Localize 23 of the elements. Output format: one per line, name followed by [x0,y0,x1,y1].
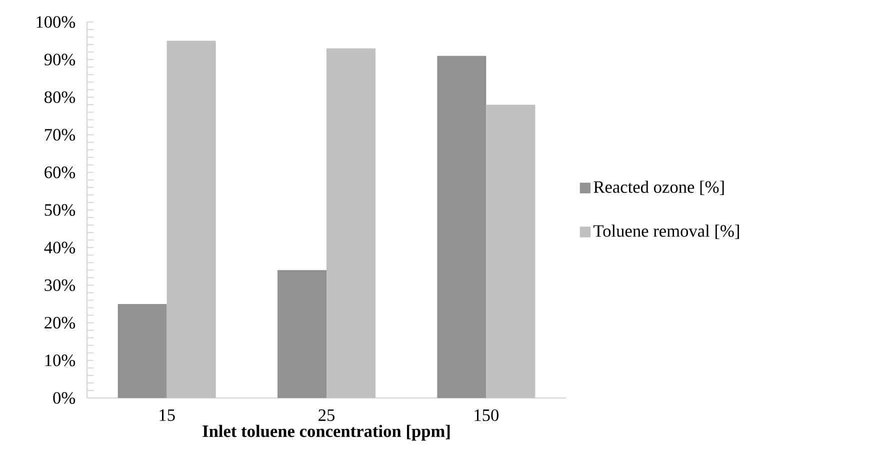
y-tick-label: 10% [45,354,76,366]
x-axis-title: Inlet toluene concentration [ppm] [202,424,450,441]
y-tick-label: 80% [44,91,76,104]
y-tick-label: 50% [44,204,76,216]
legend-label: Reacted ozone [%] [594,180,724,196]
bar [278,270,326,398]
y-tick-label: 70% [45,128,76,141]
bar [437,56,486,398]
x-tick-label: 150 [474,409,499,422]
y-tick-label: 40% [44,242,76,254]
bar [118,304,167,398]
y-tick-label: 30% [44,279,76,292]
y-tick-label: 90% [44,54,76,66]
y-tick-label: 60% [44,166,76,178]
x-tick-label: 15 [160,409,175,421]
bar [326,48,376,398]
bar [166,40,216,398]
y-tick-label: 100% [36,16,76,28]
y-tick-label: 0% [53,392,76,404]
bar [486,104,536,398]
legend-label: Toluene removal [%] [593,224,739,240]
x-tick-label: 25 [318,409,334,422]
y-tick-label: 20% [44,316,76,329]
